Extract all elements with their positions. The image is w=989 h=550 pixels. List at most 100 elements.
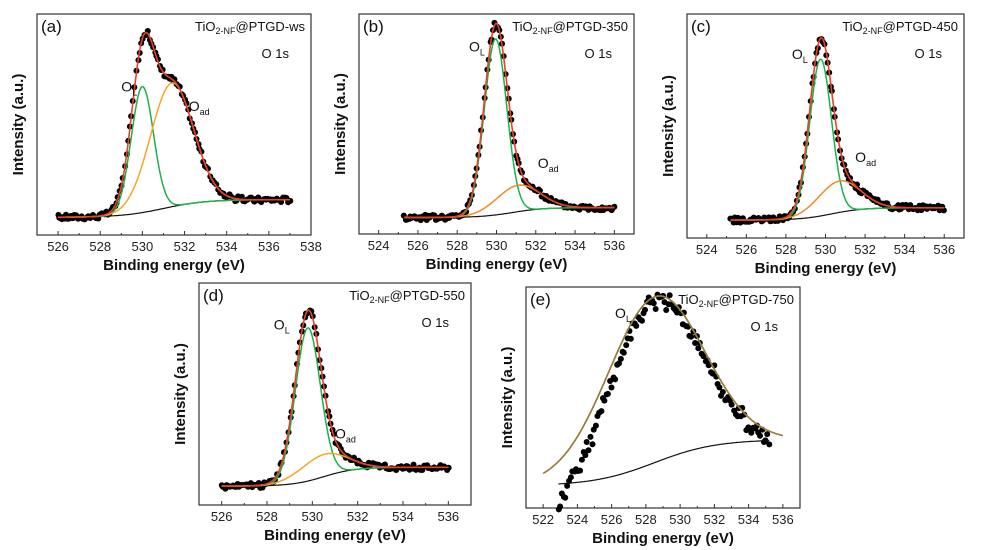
panel-label: (e) bbox=[530, 290, 551, 309]
data-point bbox=[582, 452, 589, 459]
x-tick-label: 536 bbox=[772, 512, 794, 527]
data-point bbox=[611, 203, 618, 210]
data-point bbox=[666, 292, 673, 299]
y-axis-title: Intensity (a.u.) bbox=[10, 74, 27, 176]
x-axis-title: Binding energy (eV) bbox=[426, 256, 568, 273]
x-tick-label: 532 bbox=[347, 509, 369, 524]
peak-label-o-l: OL bbox=[469, 38, 485, 57]
envelope-fit bbox=[58, 31, 290, 218]
data-point bbox=[716, 384, 723, 391]
peak-label-o-ad: Oad bbox=[855, 149, 876, 168]
data-point bbox=[592, 422, 599, 429]
envelope-fit bbox=[404, 22, 615, 219]
panel-label: (a) bbox=[41, 17, 62, 36]
x-tick-label: 538 bbox=[300, 239, 322, 254]
data-point bbox=[308, 308, 315, 315]
core-level-label: O 1s bbox=[422, 315, 450, 330]
data-point bbox=[695, 345, 702, 352]
data-point bbox=[410, 461, 417, 468]
x-tick-label: 524 bbox=[696, 242, 718, 257]
data-point bbox=[601, 397, 608, 404]
panel-e: 522 524 526 528 530 532 534 536 Binding energy (… bbox=[499, 286, 801, 547]
x-tick-label: 528 bbox=[775, 242, 797, 257]
peak-label-o-l: OL bbox=[615, 305, 631, 324]
x-tick-label: 534 bbox=[392, 509, 414, 524]
sample-label: TiO2-NF@PTGD-350 bbox=[512, 19, 628, 36]
background-line bbox=[558, 440, 770, 485]
x-tick-label: 528 bbox=[89, 239, 111, 254]
data-point bbox=[585, 447, 592, 454]
x-tick-label: 522 bbox=[532, 512, 554, 527]
panel-c: 524 526 528 530 532 534 536 Binding energy (eV)… bbox=[660, 13, 965, 277]
y-axis-title: Intensity (a.u.) bbox=[332, 73, 349, 175]
core-level-label: O 1s bbox=[915, 46, 943, 61]
data-point bbox=[639, 317, 646, 324]
sample-label: TiO2-NF@PTGD-450 bbox=[842, 19, 958, 36]
x-tick-label: 530 bbox=[301, 509, 323, 524]
core-level-label: O 1s bbox=[262, 46, 290, 61]
envelope-fit bbox=[221, 309, 449, 487]
plot-frame bbox=[36, 13, 312, 236]
data-point bbox=[650, 300, 657, 307]
x-tick-label: 526 bbox=[47, 239, 69, 254]
data-point bbox=[652, 305, 659, 312]
component-o-ad bbox=[730, 180, 945, 221]
core-level-label: O 1s bbox=[585, 46, 613, 61]
data-point bbox=[617, 355, 624, 362]
x-tick-label: 528 bbox=[635, 512, 657, 527]
data-point bbox=[764, 431, 771, 438]
x-axis-title: Binding energy (eV) bbox=[755, 260, 897, 277]
data-points bbox=[218, 307, 452, 492]
data-point bbox=[641, 306, 648, 313]
data-point bbox=[557, 503, 564, 510]
peak-label-o-l: OL bbox=[121, 78, 137, 97]
data-point bbox=[748, 429, 755, 436]
x-tick-label: 536 bbox=[604, 238, 626, 253]
x-tick-label: 528 bbox=[446, 238, 468, 253]
x-tick-label: 528 bbox=[256, 509, 278, 524]
data-point bbox=[663, 306, 670, 313]
x-tick-label: 534 bbox=[216, 239, 238, 254]
data-point bbox=[633, 322, 640, 329]
data-point bbox=[567, 474, 574, 481]
sample-label: TiO2-NF@PTGD-ws bbox=[195, 19, 305, 36]
x-tick-label: 530 bbox=[669, 512, 691, 527]
sample-label: TiO2-NF@PTGD-750 bbox=[678, 292, 794, 309]
x-axis-title: Binding energy (eV) bbox=[592, 530, 734, 547]
data-point bbox=[741, 411, 748, 418]
data-point bbox=[627, 335, 634, 342]
data-point bbox=[620, 349, 627, 356]
panel-label: (b) bbox=[363, 17, 384, 36]
peak-label-o-ad: Oad bbox=[335, 425, 356, 444]
x-tick-label: 534 bbox=[738, 512, 760, 527]
data-point bbox=[587, 433, 594, 440]
peak-label-o-ad: Oad bbox=[538, 155, 559, 174]
data-point bbox=[616, 360, 623, 367]
x-tick-label: 534 bbox=[564, 238, 586, 253]
x-tick-label: 524 bbox=[368, 238, 390, 253]
x-tick-label: 526 bbox=[601, 512, 623, 527]
envelope-fit bbox=[730, 37, 945, 221]
x-axis-title: Binding energy (eV) bbox=[264, 527, 406, 544]
peak-label-o-l: OL bbox=[274, 317, 290, 336]
x-tick-label: 526 bbox=[736, 242, 758, 257]
x-tick-label: 526 bbox=[211, 509, 233, 524]
y-axis-title: Intensity (a.u.) bbox=[499, 347, 516, 449]
x-tick-label: 532 bbox=[174, 239, 196, 254]
data-point bbox=[564, 482, 571, 489]
data-point bbox=[692, 340, 699, 347]
x-tick-label: 536 bbox=[258, 239, 280, 254]
data-point bbox=[757, 432, 764, 439]
peak-label-o-ad: Oad bbox=[189, 98, 210, 117]
data-point bbox=[719, 388, 726, 395]
panel-b: 524 526 528 530 532 534 536 Binding energy (eV)… bbox=[332, 13, 635, 273]
data-point bbox=[604, 390, 611, 397]
data-point bbox=[589, 441, 596, 448]
data-point bbox=[766, 441, 773, 448]
data-point bbox=[598, 408, 605, 415]
panel-label: (c) bbox=[691, 17, 711, 36]
x-tick-label: 536 bbox=[933, 242, 955, 257]
x-tick-label: 532 bbox=[704, 512, 726, 527]
x-tick-label: 530 bbox=[132, 239, 154, 254]
peak-label-o-l: OL bbox=[792, 46, 808, 65]
